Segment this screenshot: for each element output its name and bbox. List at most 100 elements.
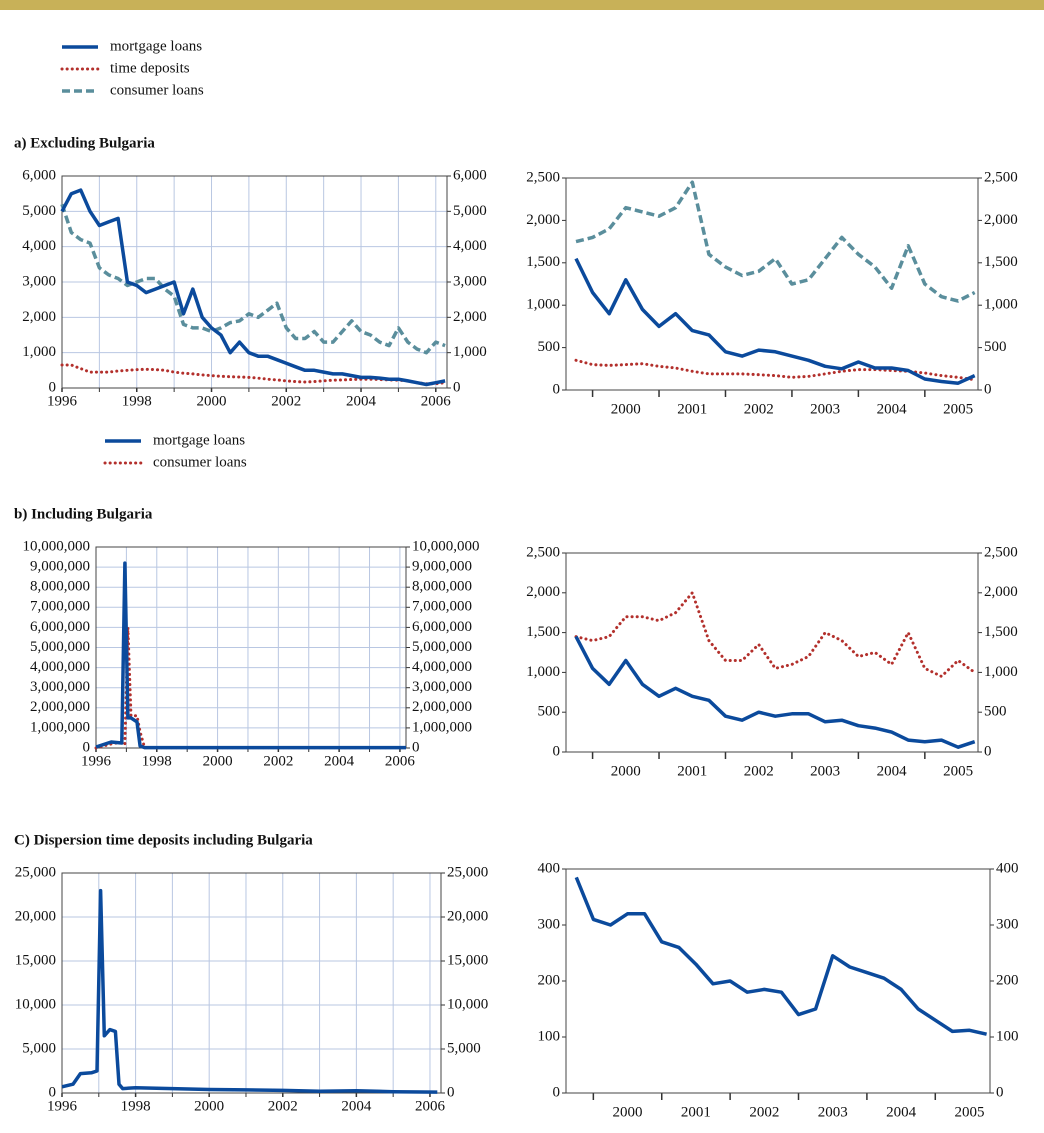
y-tick-label: 0 <box>83 739 91 755</box>
series-line <box>574 257 976 385</box>
y-tick-label: 500 <box>538 704 561 720</box>
x-tick-label: 2002 <box>271 393 301 409</box>
y-tick-label: 1,500 <box>526 624 560 640</box>
y2-tick-label: 400 <box>996 860 1019 876</box>
y2-tick-label: 1,500 <box>984 624 1018 640</box>
section-title: b) Including Bulgaria <box>14 506 153 522</box>
y2-tick-label: 5,000 <box>453 203 487 219</box>
x-tick-label: 1998 <box>121 1098 151 1114</box>
y2-tick-label: 10,000,000 <box>412 538 480 554</box>
y2-tick-label: 3,000,000 <box>412 679 472 695</box>
x-tick-label: 2005 <box>943 401 973 417</box>
x-tick-label: 2004 <box>341 1098 372 1114</box>
y-tick-label: 0 <box>553 743 561 759</box>
y-tick-label: 0 <box>49 379 57 395</box>
series-line <box>95 561 406 750</box>
y-tick-label: 300 <box>538 916 561 932</box>
legend-label: mortgage loans <box>110 38 202 54</box>
y-tick-label: 1,000,000 <box>30 719 90 735</box>
y2-tick-label: 1,000 <box>453 344 487 360</box>
y-tick-label: 4,000 <box>22 238 56 254</box>
y2-tick-label: 25,000 <box>447 864 488 880</box>
plot-area <box>62 873 441 1093</box>
y-tick-label: 8,000,000 <box>30 579 90 595</box>
y2-tick-label: 500 <box>984 704 1007 720</box>
x-tick-label: 2001 <box>677 763 707 779</box>
x-tick-label: 2002 <box>268 1098 298 1114</box>
top-bar <box>0 0 1044 10</box>
y2-tick-label: 0 <box>984 743 992 759</box>
y-tick-label: 1,000 <box>526 664 560 680</box>
y2-tick-label: 2,500 <box>984 169 1018 185</box>
y-tick-label: 2,500 <box>526 169 560 185</box>
x-tick-label: 2006 <box>385 753 416 769</box>
y-tick-label: 2,000 <box>526 212 560 228</box>
x-tick-label: 2004 <box>324 753 355 769</box>
y2-tick-label: 1,000 <box>984 297 1018 313</box>
y2-tick-label: 4,000,000 <box>412 659 472 675</box>
y-tick-label: 6,000 <box>22 167 56 183</box>
x-tick-label: 2002 <box>263 753 293 769</box>
y2-tick-label: 5,000,000 <box>412 639 472 655</box>
series-line <box>574 876 987 1036</box>
section-title: a) Excluding Bulgaria <box>14 135 155 151</box>
y2-tick-label: 4,000 <box>453 238 487 254</box>
y-tick-label: 10,000 <box>15 996 56 1012</box>
x-tick-label: 2000 <box>197 393 227 409</box>
y-tick-label: 5,000 <box>22 203 56 219</box>
x-tick-label: 2002 <box>749 1104 779 1120</box>
y2-tick-label: 6,000 <box>453 167 487 183</box>
plot-frame <box>565 552 979 753</box>
y-tick-label: 0 <box>49 1084 57 1100</box>
y2-tick-label: 2,000 <box>984 584 1018 600</box>
plot-frame <box>61 872 442 1094</box>
series-line <box>574 591 977 678</box>
y2-tick-label: 500 <box>984 339 1007 355</box>
y2-tick-label: 7,000,000 <box>412 599 472 615</box>
x-tick-label: 2005 <box>954 1104 984 1120</box>
y-tick-label: 1,000 <box>22 344 56 360</box>
y2-tick-label: 6,000,000 <box>412 619 472 635</box>
x-tick-label: 2004 <box>877 763 908 779</box>
x-tick-label: 2001 <box>681 1104 711 1120</box>
x-tick-label: 1996 <box>81 753 112 769</box>
x-tick-label: 2000 <box>613 1104 643 1120</box>
y2-tick-label: 1,000,000 <box>412 719 472 735</box>
series-line <box>61 888 438 1094</box>
y-tick-label: 9,000,000 <box>30 559 90 575</box>
y2-tick-label: 200 <box>996 972 1019 988</box>
y-tick-label: 100 <box>538 1028 561 1044</box>
y2-tick-label: 2,500 <box>984 544 1018 560</box>
y2-tick-label: 20,000 <box>447 908 488 924</box>
y-tick-label: 10,000,000 <box>23 538 91 554</box>
x-tick-label: 2004 <box>886 1104 917 1120</box>
y2-tick-label: 10,000 <box>447 996 488 1012</box>
y-tick-label: 2,000,000 <box>30 699 90 715</box>
y-tick-label: 200 <box>538 972 561 988</box>
y-tick-label: 6,000,000 <box>30 619 90 635</box>
x-tick-label: 2003 <box>818 1104 848 1120</box>
plot-area <box>566 178 978 390</box>
series-line <box>60 188 446 387</box>
y2-tick-label: 2,000,000 <box>412 699 472 715</box>
legend-label: mortgage loans <box>153 432 245 448</box>
y-tick-label: 20,000 <box>15 908 56 924</box>
y-tick-label: 7,000,000 <box>30 599 90 615</box>
section-title: C) Dispersion time deposits including Bu… <box>14 832 313 848</box>
x-tick-label: 2005 <box>943 763 973 779</box>
y-tick-label: 2,500 <box>526 544 560 560</box>
x-tick-label: 2000 <box>194 1098 224 1114</box>
y2-tick-label: 1,500 <box>984 254 1018 270</box>
y2-tick-label: 5,000 <box>447 1040 481 1056</box>
y-tick-label: 15,000 <box>15 952 56 968</box>
y2-tick-label: 2,000 <box>984 212 1018 228</box>
plot-frame <box>61 175 448 389</box>
y-tick-label: 2,000 <box>22 309 56 325</box>
x-tick-label: 1996 <box>47 1098 78 1114</box>
y2-tick-label: 1,000 <box>984 664 1018 680</box>
y-tick-label: 5,000 <box>22 1040 56 1056</box>
y2-tick-label: 8,000,000 <box>412 579 472 595</box>
y2-tick-label: 2,000 <box>453 309 487 325</box>
y-tick-label: 500 <box>538 339 561 355</box>
